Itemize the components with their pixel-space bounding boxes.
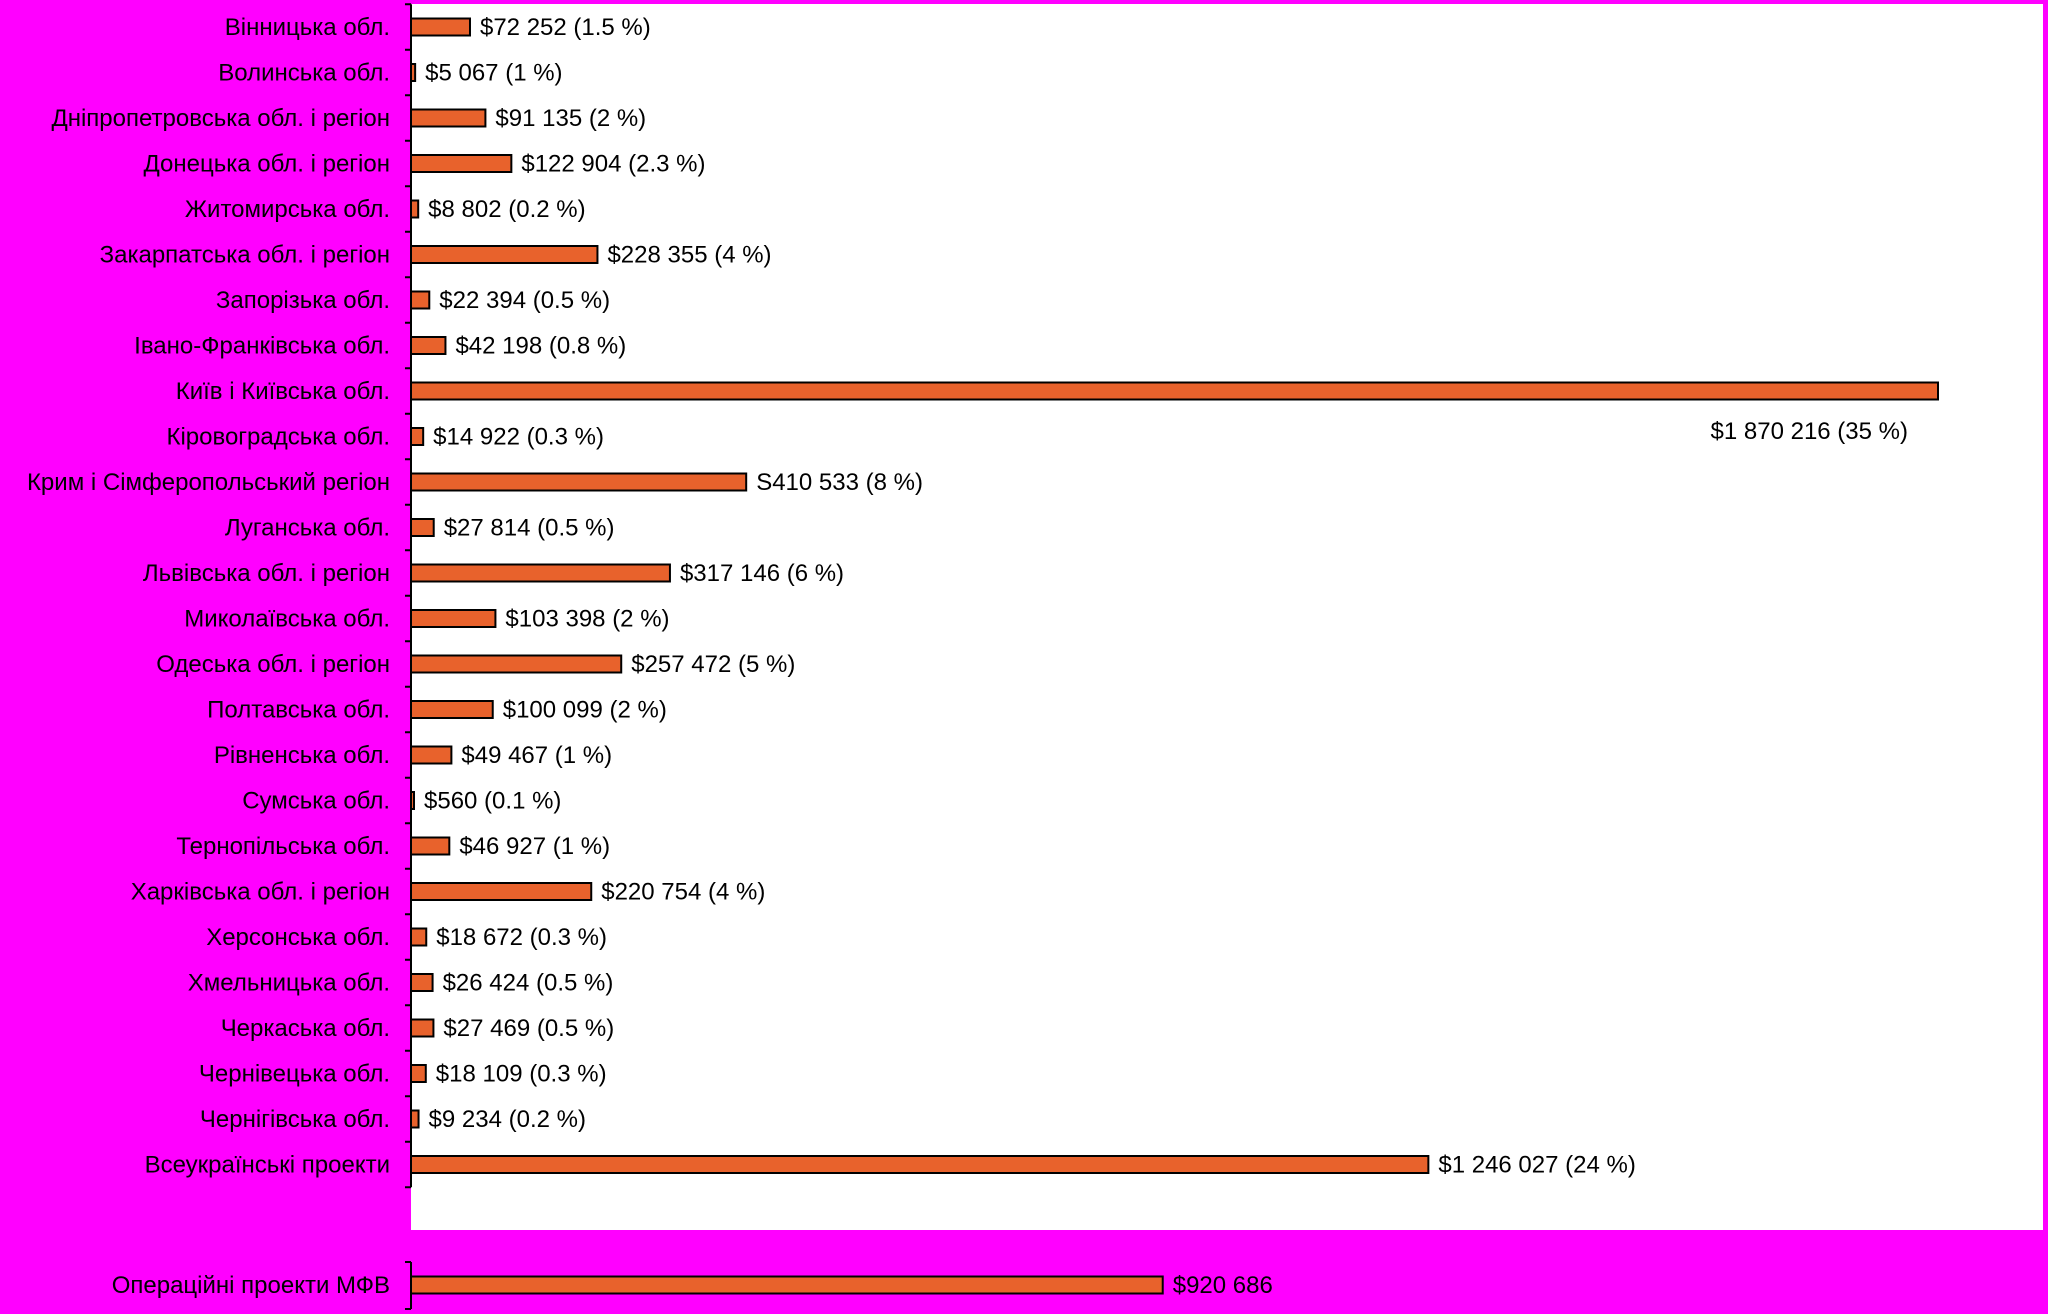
data-label: $257 472 (5 %) <box>631 651 795 678</box>
category-label: Чернігівська обл. <box>200 1106 390 1133</box>
category-label: Тернопільська обл. <box>176 833 390 860</box>
bar <box>410 381 1939 401</box>
data-label: $49 467 (1 %) <box>461 742 612 769</box>
data-labels: $72 252 (1.5 %) $5 067 (1 %) $91 135 (2 %)… <box>424 14 1908 1179</box>
category-label: Крим і Сімферопольський регіон <box>27 469 390 496</box>
bar <box>410 1064 427 1083</box>
bar <box>410 108 487 128</box>
category-label: Сумська обл. <box>242 788 390 815</box>
bar <box>410 654 623 674</box>
data-label: $920 686 <box>1173 1272 1273 1299</box>
data-label: $18 672 (0.3 %) <box>436 924 607 951</box>
data-label: $8 802 (0.2 %) <box>428 196 585 223</box>
category-label: Донецька обл. і регіон <box>143 151 390 178</box>
bar <box>410 927 428 947</box>
category-label: Дніпропетровська обл. і регіон <box>51 105 390 132</box>
bar <box>410 336 447 355</box>
bar <box>410 472 748 492</box>
data-label: $317 146 (6 %) <box>680 560 844 587</box>
data-label: $103 398 (2 %) <box>505 606 669 633</box>
data-label: $42 198 (0.8 %) <box>455 333 626 360</box>
category-label: Львівська обл. і регіон <box>143 560 390 587</box>
data-label: $18 109 (0.3 %) <box>436 1061 607 1088</box>
bar <box>410 700 494 719</box>
data-label: $22 394 (0.5 %) <box>439 287 610 314</box>
bar <box>410 882 593 901</box>
data-label: $9 234 (0.2 %) <box>429 1106 586 1133</box>
plot-area <box>411 4 2043 1230</box>
bar <box>410 518 435 537</box>
category-label: Харківська обл. і регіон <box>131 879 390 906</box>
category-label: Херсонська обл. <box>206 924 390 951</box>
bar <box>410 245 599 264</box>
data-label: $91 135 (2 %) <box>495 105 646 132</box>
category-label: Київ і Київська обл. <box>176 378 390 405</box>
category-label: Хмельницька обл. <box>188 970 390 997</box>
category-label: Черкаська обл. <box>221 1015 390 1042</box>
data-label: $46 927 (1 %) <box>459 833 610 860</box>
bar <box>410 63 417 82</box>
bar <box>410 427 425 446</box>
category-label: Одеська обл. і регіон <box>156 651 390 678</box>
bar <box>410 154 513 173</box>
category-label: Житомирська обл. <box>185 196 390 223</box>
bar <box>410 609 497 628</box>
bar <box>410 1109 420 1129</box>
category-label: Івано-Франківська обл. <box>134 333 390 360</box>
data-label: $5 067 (1 %) <box>425 60 562 87</box>
category-label: Запорізька обл. <box>216 287 390 314</box>
data-label: $228 355 (4 %) <box>607 242 771 269</box>
data-label: $1 246 027 (24 %) <box>1438 1152 1635 1179</box>
data-label: $220 754 (4 %) <box>601 879 765 906</box>
data-label: $72 252 (1.5 %) <box>480 14 651 41</box>
data-label: $27 469 (0.5 %) <box>443 1015 614 1042</box>
category-label: Операційні проекти МФВ <box>112 1272 390 1299</box>
data-label: $27 814 (0.5 %) <box>444 515 615 542</box>
category-labels: Вінницька обл. Волинська обл. Дніпропетров… <box>27 14 390 1179</box>
category-label: Луганська обл. <box>225 515 390 542</box>
category-label: Рівненська обл. <box>214 742 390 769</box>
category-label: Закарпатська обл. і регіон <box>100 242 390 269</box>
bar <box>410 1275 1164 1295</box>
category-label: Вінницька обл. <box>225 14 390 41</box>
bar <box>410 290 431 310</box>
bar <box>410 1018 435 1038</box>
data-label: $560 (0.1 %) <box>424 788 561 815</box>
data-label: $100 099 (2 %) <box>503 697 667 724</box>
category-label: Кіровоградська обл. <box>166 424 390 451</box>
bar <box>410 199 420 219</box>
data-label: S410 533 (8 %) <box>756 469 923 496</box>
category-label: Чернівецька обл. <box>199 1061 390 1088</box>
category-label: Всеукраїнські проекти <box>145 1152 390 1179</box>
bar <box>410 1155 1430 1174</box>
category-label: Полтавська обл. <box>207 697 390 724</box>
bar <box>410 745 453 765</box>
bar <box>410 563 671 583</box>
data-label: $26 424 (0.5 %) <box>443 970 614 997</box>
bar <box>410 791 415 810</box>
data-label: $1 870 216 (35 %) <box>1711 418 1908 445</box>
bar <box>410 973 434 992</box>
category-label: Волинська обл. <box>218 60 390 87</box>
data-label: $122 904 (2.3 %) <box>521 151 705 178</box>
category-label: Миколаївська обл. <box>184 606 390 633</box>
data-label: $14 922 (0.3 %) <box>433 424 604 451</box>
operational-projects-chart: Операційні проекти МФВ $920 686 <box>112 1261 1273 1310</box>
bar-series <box>410 17 1939 1174</box>
bar <box>410 836 451 856</box>
bar <box>410 17 471 37</box>
